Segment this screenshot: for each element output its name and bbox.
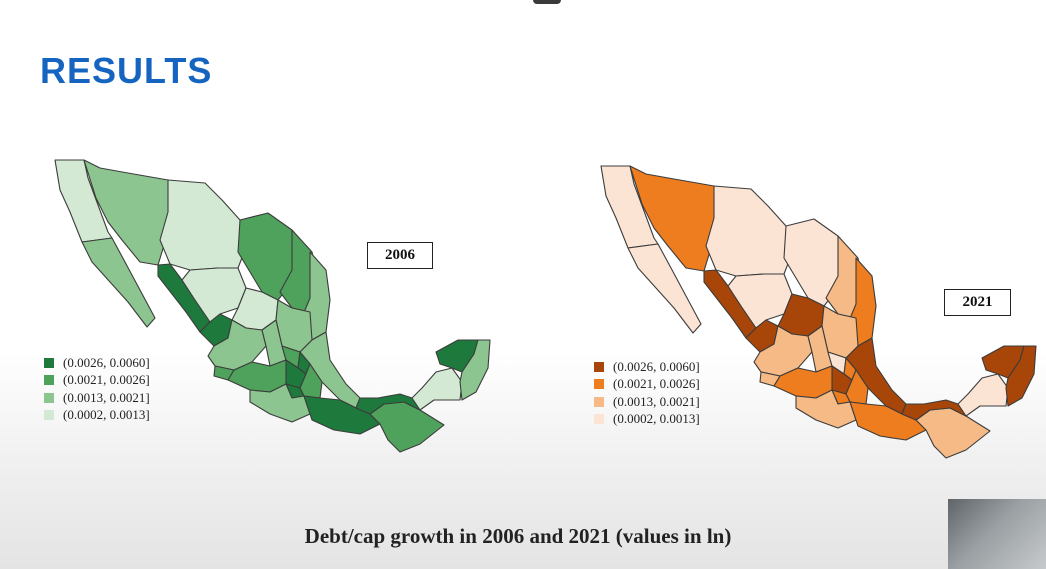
legend-item: (0.0021, 0.0026]	[44, 372, 150, 390]
legend-item: (0.0026, 0.0060]	[594, 358, 700, 376]
state-campeche	[957, 373, 1009, 417]
legend-swatch	[594, 396, 604, 407]
map-2006	[54, 159, 491, 453]
slide-title: RESULTS	[40, 50, 213, 91]
legend-item: (0.0002, 0.0013]	[594, 411, 700, 429]
map-2021	[600, 165, 1037, 459]
legend-2021: (0.0026, 0.0060] (0.0021, 0.0026] (0.001…	[594, 358, 700, 428]
legend-label: (0.0002, 0.0013]	[63, 407, 150, 423]
state-baja-california-sur	[81, 237, 156, 328]
state-baja-california	[54, 159, 113, 243]
presenter-video-thumbnail[interactable]	[948, 499, 1046, 569]
legend-label: (0.0026, 0.0060]	[63, 354, 150, 370]
legend-2006: (0.0026, 0.0060] (0.0021, 0.0026] (0.001…	[44, 354, 150, 424]
legend-item: (0.0021, 0.0026]	[594, 376, 700, 394]
year-label-2021: 2021	[944, 289, 1011, 316]
state-campeche	[411, 367, 463, 411]
legend-item: (0.0026, 0.0060]	[44, 354, 150, 372]
legend-item: (0.0013, 0.0021]	[594, 393, 700, 411]
legend-label: (0.0021, 0.0026]	[613, 376, 700, 392]
state-chiapas	[915, 407, 991, 459]
legend-swatch	[44, 410, 54, 421]
legend-swatch	[44, 357, 54, 368]
state-chihuahua	[159, 179, 249, 271]
legend-swatch	[594, 414, 604, 425]
legend-label: (0.0002, 0.0013]	[613, 411, 700, 427]
legend-item: (0.0002, 0.0013]	[44, 407, 150, 425]
legend-swatch	[44, 392, 54, 403]
window-handle	[533, 0, 561, 4]
legend-item: (0.0013, 0.0021]	[44, 389, 150, 407]
state-baja-california	[600, 165, 659, 249]
state-chihuahua	[705, 185, 795, 277]
legend-label: (0.0021, 0.0026]	[63, 372, 150, 388]
state-baja-california-sur	[627, 243, 702, 334]
state-quintana-roo	[459, 339, 491, 401]
legend-label: (0.0013, 0.0021]	[63, 389, 150, 405]
legend-label: (0.0026, 0.0060]	[613, 358, 700, 374]
legend-swatch	[594, 379, 604, 390]
legend-label: (0.0013, 0.0021]	[613, 393, 700, 409]
state-quintana-roo	[1005, 345, 1037, 407]
legend-swatch	[594, 361, 604, 372]
state-chiapas	[369, 401, 445, 453]
slide-caption: Debt/cap growth in 2006 and 2021 (values…	[304, 524, 732, 548]
year-label-2006: 2006	[367, 242, 433, 269]
legend-swatch	[44, 375, 54, 386]
